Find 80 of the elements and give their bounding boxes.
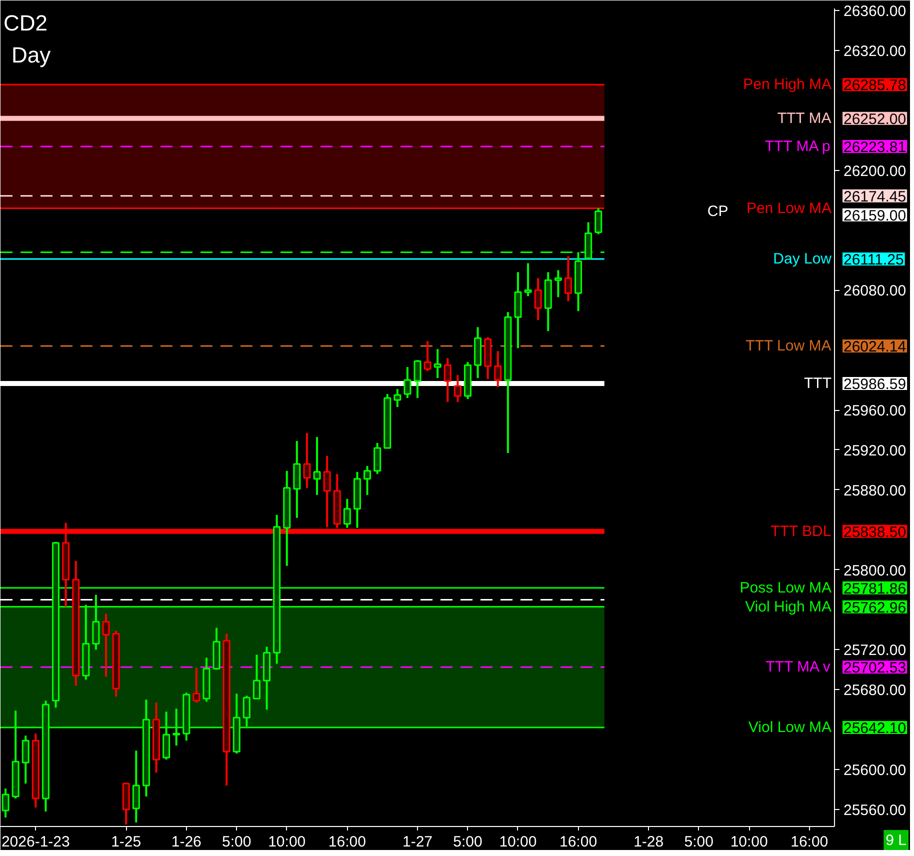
x-tick-label: 16:00	[790, 834, 828, 850]
y-tick-label: 26159.00	[844, 207, 906, 224]
y-tick-label: 25986.59	[844, 376, 906, 393]
y-tick-label: 25781.86	[844, 580, 906, 598]
y-tick-label: 26223.81	[844, 139, 906, 156]
ref-line-label: TTT	[804, 374, 832, 392]
y-tick-label: 25960.00	[844, 402, 906, 420]
x-tick-label: 16:00	[560, 834, 598, 850]
candlestick	[394, 388, 402, 408]
candlestick	[303, 432, 311, 489]
text: 9 L	[886, 832, 907, 849]
candlestick	[424, 340, 432, 372]
ref-line-label: TTT MA	[777, 110, 832, 127]
candlestick	[404, 366, 412, 400]
ref-line-label: Viol High MA	[745, 598, 832, 616]
candlestick	[454, 374, 462, 404]
candlestick	[414, 359, 422, 400]
candlestick	[434, 348, 442, 380]
x-tick-label: 5:00	[222, 834, 252, 850]
ref-line-label: TTT MA v	[766, 658, 831, 676]
candlestick	[364, 464, 372, 496]
y-tick-label: 25600.00	[844, 762, 906, 780]
y-tick-label: 26111.25	[844, 251, 904, 268]
ref-line-label: TTT Low MA	[746, 337, 832, 354]
candlestick	[313, 436, 321, 496]
x-tick-label: 1-27	[402, 834, 433, 850]
ref-line-label: Poss Low MA	[740, 579, 832, 596]
x-tick-label: 16:00	[328, 834, 366, 850]
x-tick-label: 2026-1-23	[1, 834, 70, 850]
ref-line-label: TTT MA p	[764, 138, 830, 156]
y-tick-label: 25702.53	[844, 660, 906, 677]
x-tick-label: 10:00	[268, 834, 306, 850]
y-tick-label: 25680.00	[844, 682, 906, 700]
y-tick-label: 26200.00	[844, 162, 906, 180]
chart-title: CD2	[4, 10, 48, 36]
x-tick-label: 1-28	[634, 834, 664, 850]
ref-line-label: TTT BDL	[770, 522, 832, 540]
candlestick	[192, 666, 200, 704]
x-tick-label: 5:00	[453, 834, 482, 850]
candlestick	[2, 788, 10, 819]
x-tick-label: 1-26	[171, 834, 202, 850]
candlestick	[594, 207, 602, 236]
y-tick-label: 25800.00	[844, 562, 906, 580]
annotation: CP	[707, 202, 728, 220]
candlestick	[22, 734, 30, 785]
candlestick	[494, 350, 502, 388]
x-tick-label: 10:00	[730, 834, 768, 850]
ref-line-label: Pen High MA	[743, 76, 832, 94]
y-tick-label: 25560.00	[844, 802, 906, 820]
y-tick-label: 25880.00	[844, 482, 906, 500]
candlestick	[374, 442, 382, 475]
y-tick-label: 26285.78	[844, 77, 906, 94]
candlestick	[524, 262, 532, 298]
y-tick-label: 26252.00	[844, 110, 906, 128]
x-tick-label: 5:00	[684, 834, 714, 850]
ref-line-label: Day Low	[773, 250, 832, 268]
candlestick	[343, 498, 351, 529]
x-tick-label: 1-25	[111, 834, 142, 850]
y-tick-label: 25762.96	[844, 599, 906, 616]
x-tick-label: 10:00	[499, 834, 537, 850]
ref-line-label: Viol Low MA	[748, 719, 832, 736]
y-tick-label: 25838.50	[844, 524, 906, 541]
candlestick	[102, 612, 110, 678]
candlestick	[444, 357, 452, 404]
candlestick	[534, 277, 542, 322]
y-tick-label: 25920.00	[844, 442, 906, 460]
y-tick-label: 26174.45	[844, 188, 906, 206]
y-tick-label: 26080.00	[844, 282, 906, 300]
candlestick	[564, 255, 572, 302]
text: Day	[12, 42, 51, 68]
candlestick	[323, 454, 331, 528]
y-tick-label: 25642.10	[844, 720, 906, 738]
ref-line-label: Pen Low MA	[746, 200, 832, 217]
y-tick-label: 26024.14	[844, 338, 906, 356]
candlestick	[554, 269, 562, 298]
y-tick-label: 25720.00	[844, 642, 906, 660]
y-tick-label: 26360.00	[844, 3, 906, 20]
candlestick	[252, 654, 260, 700]
y-tick-label: 26320.00	[844, 42, 906, 60]
candlestick	[132, 750, 140, 824]
